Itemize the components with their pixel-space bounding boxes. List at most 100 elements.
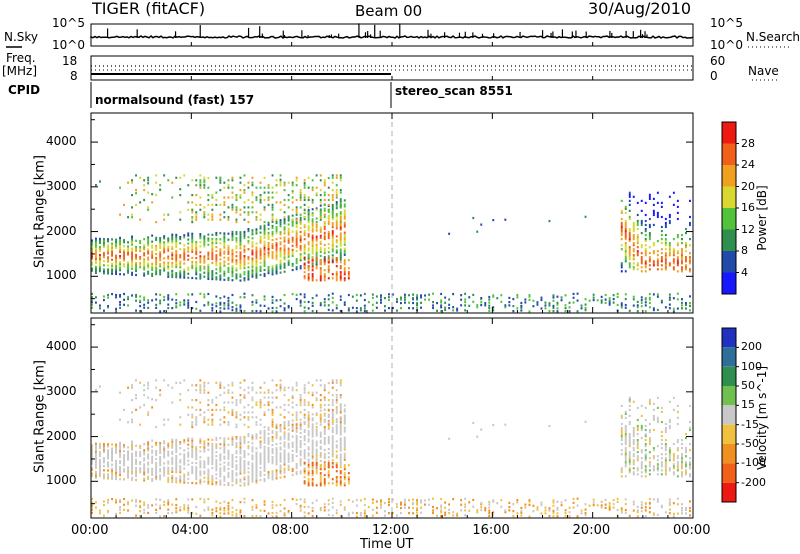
velocity-cell bbox=[624, 428, 627, 432]
power-cell bbox=[103, 242, 105, 245]
velocity-cell bbox=[235, 480, 238, 483]
power-cell bbox=[139, 176, 142, 179]
velocity-colorbar-tick-label: -50 bbox=[741, 437, 759, 450]
velocity-cell bbox=[247, 441, 250, 444]
velocity-cell bbox=[275, 455, 278, 458]
power-cell bbox=[480, 298, 483, 301]
power-cell bbox=[279, 225, 282, 228]
velocity-cell bbox=[624, 465, 627, 468]
power-cell bbox=[408, 294, 410, 297]
velocity-cell bbox=[199, 462, 202, 465]
velocity-cell bbox=[664, 457, 667, 460]
velocity-cell bbox=[263, 451, 266, 454]
power-cell bbox=[343, 225, 346, 228]
velocity-colorbar-block bbox=[722, 347, 736, 367]
velocity-cell bbox=[648, 497, 651, 501]
power-cell bbox=[131, 261, 133, 264]
velocity-cell bbox=[319, 459, 322, 462]
power-cell bbox=[227, 276, 230, 280]
velocity-cell bbox=[564, 499, 567, 502]
power-cell bbox=[676, 242, 679, 245]
power-cell bbox=[159, 243, 162, 246]
velocity-cell bbox=[319, 509, 322, 512]
velocity-cell bbox=[211, 452, 214, 455]
power-cell bbox=[215, 260, 218, 263]
power-cell bbox=[303, 218, 306, 221]
power-cell bbox=[632, 304, 635, 307]
velocity-cell bbox=[267, 471, 270, 474]
velocity-cell bbox=[167, 452, 170, 455]
velocity-cell bbox=[299, 399, 302, 402]
power-cell bbox=[167, 255, 170, 258]
power-cell bbox=[91, 261, 93, 264]
power-cell bbox=[327, 255, 330, 258]
power-cell bbox=[303, 208, 306, 211]
velocity-cell bbox=[227, 512, 230, 515]
power-cell bbox=[656, 201, 659, 204]
velocity-cell bbox=[147, 396, 150, 399]
velocity-cell bbox=[167, 508, 170, 511]
velocity-cell bbox=[287, 428, 290, 431]
power-cell bbox=[179, 272, 182, 275]
velocity-cell bbox=[155, 465, 158, 469]
velocity-cell bbox=[151, 451, 154, 454]
velocity-cell bbox=[271, 421, 274, 424]
velocity-cell bbox=[488, 500, 491, 504]
velocity-cell bbox=[235, 442, 238, 445]
power-cell bbox=[91, 292, 93, 295]
velocity-cell bbox=[223, 461, 226, 464]
velocity-cell bbox=[163, 468, 166, 471]
power-cell bbox=[227, 250, 230, 253]
x-tick-label: 00:00 bbox=[673, 523, 711, 538]
power-cell bbox=[163, 269, 166, 272]
velocity-cell bbox=[99, 462, 101, 466]
power-cell bbox=[203, 239, 206, 242]
power-cell bbox=[640, 219, 643, 223]
velocity-cell bbox=[143, 451, 146, 454]
power-cell bbox=[303, 252, 306, 255]
power-cell bbox=[327, 267, 330, 270]
power-cell bbox=[560, 299, 563, 302]
velocity-cell bbox=[255, 403, 258, 407]
velocity-cell bbox=[339, 396, 342, 399]
velocity-cell bbox=[99, 475, 101, 478]
power-cell bbox=[191, 248, 194, 251]
velocity-cell bbox=[452, 511, 455, 514]
power-cell bbox=[636, 201, 639, 204]
power-cell bbox=[123, 259, 125, 262]
velocity-cell bbox=[179, 393, 182, 396]
power-cell bbox=[640, 199, 643, 202]
power-cell bbox=[664, 225, 667, 229]
velocity-cell bbox=[339, 447, 342, 450]
power-cell bbox=[227, 256, 230, 259]
velocity-cell bbox=[191, 512, 194, 515]
power-cell bbox=[103, 238, 105, 241]
power-cell bbox=[624, 256, 627, 259]
velocity-cell bbox=[295, 467, 298, 470]
power-cell bbox=[375, 295, 378, 298]
velocity-cell bbox=[311, 514, 314, 518]
velocity-cell bbox=[343, 464, 346, 467]
velocity-cell bbox=[672, 463, 675, 466]
velocity-cell bbox=[203, 450, 206, 453]
velocity-cell bbox=[195, 476, 198, 479]
power-cell bbox=[681, 238, 683, 241]
velocity-cell bbox=[155, 399, 158, 402]
power-cell bbox=[596, 299, 599, 302]
velocity-cell bbox=[119, 391, 121, 394]
power-cell bbox=[331, 258, 334, 261]
y-tick-label: 1000 bbox=[46, 268, 77, 283]
velocity-cell bbox=[263, 381, 266, 384]
velocity-cell bbox=[251, 386, 254, 389]
velocity-cell bbox=[195, 421, 198, 424]
power-cell bbox=[203, 213, 206, 216]
velocity-cell bbox=[99, 466, 101, 470]
power-cell bbox=[239, 235, 242, 238]
power-cell bbox=[295, 231, 298, 234]
power-cell bbox=[251, 211, 254, 214]
velocity-cell bbox=[207, 456, 210, 459]
power-cell bbox=[271, 253, 274, 256]
power-cell bbox=[271, 269, 274, 272]
velocity-cell bbox=[400, 503, 402, 506]
velocity-cell bbox=[175, 454, 178, 458]
